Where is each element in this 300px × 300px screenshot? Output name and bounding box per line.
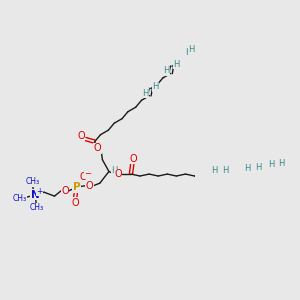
Text: H: H (163, 66, 169, 75)
Text: CH₃: CH₃ (29, 203, 44, 212)
Text: H: H (142, 88, 148, 98)
Text: H: H (222, 166, 228, 175)
Text: H: H (173, 60, 180, 69)
Text: O: O (61, 186, 69, 196)
Text: +: + (36, 187, 43, 196)
Text: O: O (71, 198, 79, 208)
Text: O: O (93, 143, 101, 153)
Text: H: H (212, 166, 218, 175)
Text: H: H (278, 159, 284, 168)
Text: O: O (79, 172, 87, 182)
Text: H: H (268, 160, 274, 169)
Text: O: O (129, 154, 137, 164)
Text: O: O (86, 181, 93, 191)
Text: −: − (84, 169, 91, 178)
Text: H: H (185, 48, 192, 57)
Text: N: N (31, 190, 39, 200)
Text: H: H (244, 164, 251, 173)
Text: CH₃: CH₃ (12, 194, 26, 202)
Text: H: H (152, 82, 158, 91)
Text: H: H (111, 166, 117, 175)
Text: P: P (73, 182, 80, 192)
Text: O: O (114, 169, 122, 179)
Text: CH₃: CH₃ (26, 177, 40, 186)
Text: O: O (77, 131, 85, 142)
Text: H: H (255, 163, 261, 172)
Text: H: H (188, 45, 194, 54)
